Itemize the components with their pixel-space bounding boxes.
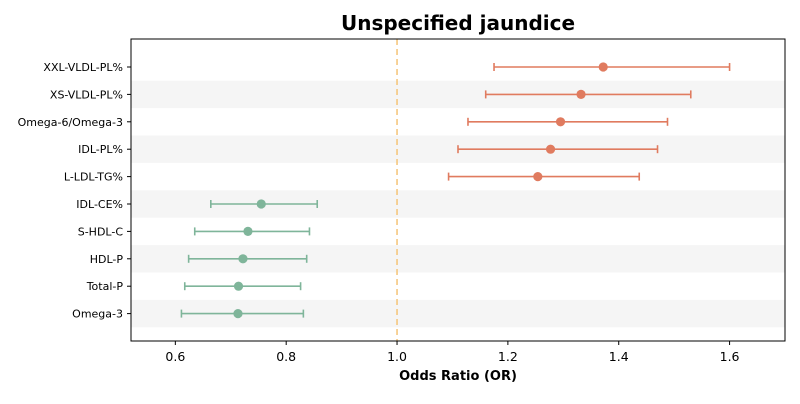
or-point bbox=[238, 254, 248, 264]
y-tick-label: S-HDL-C bbox=[78, 225, 124, 238]
x-tick-label: 1.4 bbox=[609, 349, 629, 364]
y-tick-label: IDL-PL% bbox=[78, 143, 123, 156]
y-tick-label: IDL-CE% bbox=[76, 198, 123, 211]
x-tick-label: 1.0 bbox=[387, 349, 407, 364]
ci-row bbox=[180, 309, 305, 319]
chart-title: Unspecified jaundice bbox=[341, 11, 575, 35]
or-point bbox=[555, 117, 566, 127]
ci-row bbox=[210, 199, 319, 209]
plot-frame bbox=[130, 38, 786, 342]
data-marks bbox=[180, 62, 731, 319]
y-tick-label: HDL-P bbox=[90, 253, 124, 266]
or-point bbox=[598, 62, 608, 72]
ci-row bbox=[183, 281, 302, 291]
x-tick-label: 0.6 bbox=[165, 349, 185, 364]
or-point bbox=[233, 309, 243, 319]
y-axis: XXL-VLDL-PL% XS-VLDL-PL% Omega-6/Omega-3 ID… bbox=[18, 61, 131, 321]
x-tick-label: 1.2 bbox=[498, 349, 518, 364]
x-axis-title: Odds Ratio (OR) bbox=[399, 369, 517, 384]
y-tick-label: XXL-VLDL-PL% bbox=[43, 61, 123, 74]
or-point bbox=[233, 281, 244, 291]
y-tick-label: Omega-6/Omega-3 bbox=[18, 116, 123, 129]
y-tick-label: Total-P bbox=[86, 280, 124, 293]
ci-row bbox=[493, 62, 731, 72]
y-tick-label: Omega-3 bbox=[72, 308, 123, 321]
ci-row bbox=[187, 254, 308, 264]
or-point bbox=[576, 89, 586, 99]
or-point bbox=[256, 199, 266, 209]
x-axis: 0.6 0.8 1.0 1.2 1.4 1.6 bbox=[165, 341, 740, 364]
or-point bbox=[243, 226, 253, 236]
ci-row bbox=[193, 226, 311, 236]
or-point bbox=[545, 144, 556, 154]
y-tick-label: L-LDL-TG% bbox=[64, 171, 123, 184]
x-tick-label: 0.8 bbox=[276, 349, 296, 364]
y-tick-label: XS-VLDL-PL% bbox=[50, 88, 123, 101]
ci-row bbox=[457, 144, 659, 154]
x-tick-label: 1.6 bbox=[720, 349, 740, 364]
ci-row bbox=[447, 172, 641, 182]
ci-row bbox=[467, 117, 669, 127]
or-point bbox=[533, 172, 543, 182]
ci-row bbox=[484, 89, 692, 99]
